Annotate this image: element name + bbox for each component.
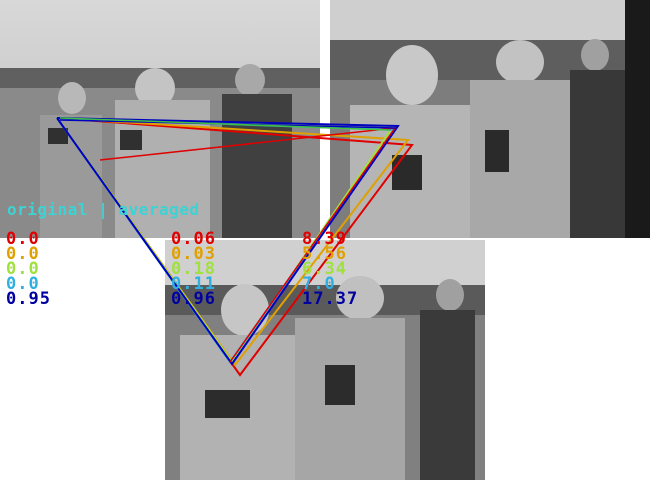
value-orange: 0.0 bbox=[6, 244, 40, 264]
value-green: 0.0 bbox=[6, 259, 40, 279]
value-orange: 0.03 bbox=[171, 244, 216, 264]
value-cyan: 7.0 bbox=[302, 274, 336, 294]
value-cyan: 0.11 bbox=[171, 274, 216, 294]
value-red: 0.06 bbox=[171, 229, 216, 249]
value-cyan: 0.0 bbox=[6, 274, 40, 294]
column-original: 0.0 0.0 0.0 0.0 0.95 bbox=[6, 229, 51, 309]
value-red: 8.39 bbox=[302, 229, 347, 249]
value-blue: 0.96 bbox=[171, 289, 216, 309]
photo-averaged bbox=[330, 0, 650, 238]
header-label: original | averaged bbox=[7, 200, 200, 219]
value-blue: 0.95 bbox=[6, 289, 51, 309]
column-averaged: 0.06 0.03 0.18 0.11 0.96 bbox=[171, 229, 216, 309]
value-orange: 5.56 bbox=[302, 244, 347, 264]
value-green: 0.18 bbox=[171, 259, 216, 279]
value-green: 6.34 bbox=[302, 259, 347, 279]
column-third: 8.39 5.56 6.34 7.0 17.37 bbox=[302, 229, 359, 309]
value-blue: 17.37 bbox=[302, 289, 359, 309]
value-red: 0.0 bbox=[6, 229, 40, 249]
